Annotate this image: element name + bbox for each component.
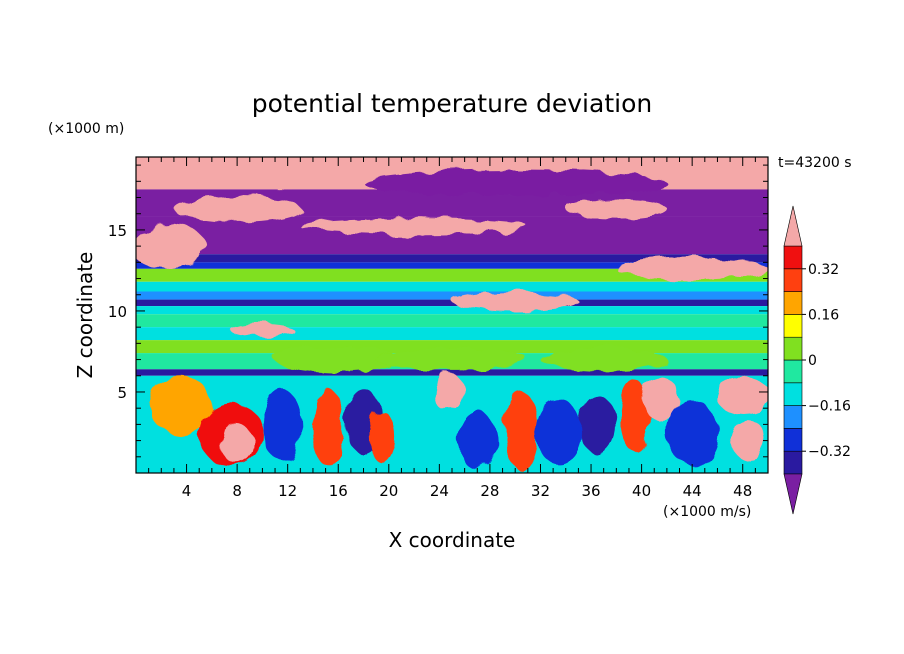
colorbar-tick-label: 0.16 (808, 307, 839, 323)
x-axis-label: X coordinate (389, 528, 516, 552)
colorbar-segment-1 (783, 428, 803, 452)
contour-field (136, 157, 768, 473)
x-axis: 4 8 12 16 20 24 28 32 36 40 44 48 (148, 157, 756, 500)
x-tick-label: 36 (581, 482, 600, 500)
colorbar-segment-8 (783, 268, 803, 292)
contour-band-7 (136, 291, 768, 300)
colorbar-tick-label: −0.32 (808, 444, 851, 460)
contour-band-5 (136, 268, 768, 282)
y-tick-label: 5 (117, 384, 127, 402)
x-tick-label: 44 (683, 482, 702, 500)
contour-feature-27 (666, 400, 718, 465)
colorbar-max-extend (783, 205, 803, 247)
colorbar-segment-6 (783, 314, 803, 338)
contour-feature-12 (148, 375, 212, 435)
contour-feature-21 (458, 411, 497, 470)
x-tick-label: 4 (182, 482, 192, 500)
x-tick-label: 12 (278, 482, 297, 500)
contour-band-14 (136, 369, 768, 376)
contour-band-8 (136, 299, 768, 307)
contour-band-6 (136, 281, 768, 292)
x-tick-label: 16 (329, 482, 348, 500)
contour-band-4 (136, 262, 768, 269)
colorbar-tick-label: 0 (808, 353, 817, 369)
contour-feature-28 (714, 377, 768, 414)
contour-feature-20 (433, 372, 464, 412)
y-units-label: (×1000 m) (48, 121, 124, 137)
colorbar-tick-label: 0.32 (808, 262, 839, 278)
contour-feature-5 (136, 223, 206, 269)
colorbar-segment-0 (783, 450, 803, 475)
contour-band-10 (136, 314, 768, 328)
colorbar-segment-4 (783, 359, 803, 384)
x-tick-label: 40 (632, 482, 651, 500)
colorbar-segment-2 (783, 405, 803, 429)
time-label: t=43200 s (778, 155, 852, 171)
chart-title: potential temperature deviation (252, 89, 652, 118)
x-tick-label: 8 (232, 482, 242, 500)
contour-band-3 (136, 254, 768, 263)
contour-feature-29 (731, 421, 767, 461)
colorbar: 0.32 0.16 0 −0.16 −0.32 (783, 205, 851, 515)
colorbar-segment-9 (783, 245, 803, 270)
contour-feature-23 (536, 400, 583, 465)
contour-feature-9 (275, 346, 402, 373)
colorbar-segment-3 (783, 382, 803, 406)
contour-feature-8 (230, 323, 294, 337)
y-axis-label: Z coordinate (73, 252, 97, 379)
x-units-label: (×1000 m/s) (663, 504, 751, 520)
x-tick-label: 48 (733, 482, 752, 500)
colorbar-min-extend (783, 473, 803, 515)
contour-feature-18 (369, 411, 396, 464)
x-tick-label: 24 (430, 482, 449, 500)
contour-feature-2 (173, 195, 301, 222)
contour-feature-4 (565, 199, 667, 219)
contour-feature-11 (540, 348, 667, 371)
x-tick-label: 20 (379, 482, 398, 500)
contour-feature-1 (363, 169, 667, 196)
contour-feature-24 (579, 395, 616, 454)
y-axis: 5 10 15 (108, 164, 768, 458)
contour-feature-14 (220, 424, 254, 464)
colorbar-segment-7 (783, 291, 803, 315)
blob-layer (136, 157, 768, 470)
contour-feature-22 (505, 391, 538, 470)
colorbar-tick-label: −0.16 (808, 399, 851, 415)
contour-feature-0 (161, 157, 415, 187)
contour-feature-6 (616, 257, 768, 281)
contour-feature-26 (641, 377, 680, 420)
x-tick-label: 32 (531, 482, 550, 500)
contour-band-9 (136, 306, 768, 315)
contour-feature-7 (452, 291, 579, 311)
contour-band-11 (136, 327, 768, 341)
contour-feature-3 (300, 218, 528, 235)
contour-feature-16 (312, 388, 344, 467)
colorbar-segment-5 (783, 336, 803, 361)
y-tick-label: 15 (108, 222, 127, 240)
x-tick-label: 28 (480, 482, 499, 500)
y-tick-label: 10 (108, 303, 127, 321)
contour-feature-15 (262, 388, 301, 461)
contour-feature-10 (376, 348, 528, 371)
